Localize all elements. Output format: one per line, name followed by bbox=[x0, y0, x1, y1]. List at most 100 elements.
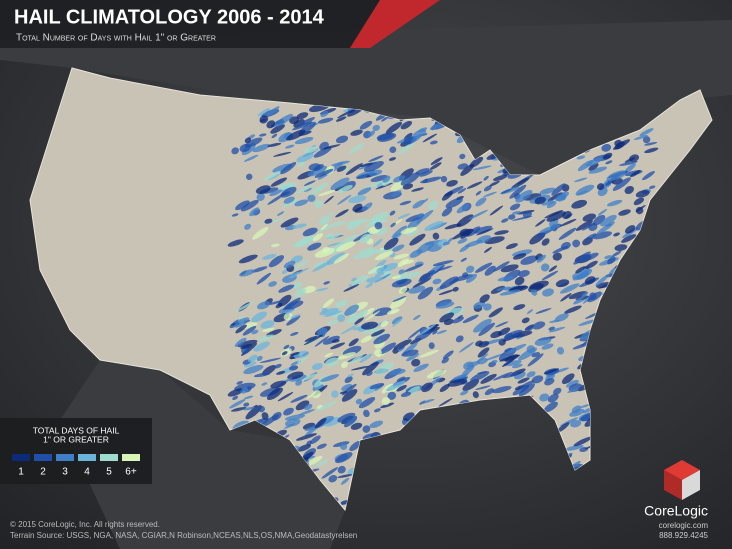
hail-patch bbox=[391, 310, 398, 314]
hail-patch bbox=[363, 253, 373, 258]
hail-patch bbox=[373, 408, 381, 413]
hail-patch bbox=[613, 232, 620, 237]
hail-patch bbox=[285, 300, 304, 310]
hail-patch bbox=[256, 193, 265, 201]
hail-patch bbox=[548, 326, 566, 333]
hail-patch bbox=[314, 247, 335, 258]
hail-patch bbox=[441, 207, 453, 217]
hail-patch bbox=[260, 320, 275, 329]
hail-patch bbox=[307, 194, 316, 202]
hail-patch bbox=[261, 414, 279, 428]
hail-patch bbox=[373, 333, 391, 345]
hail-patch bbox=[605, 160, 613, 165]
hail-patch bbox=[624, 185, 635, 195]
hail-patch bbox=[335, 452, 353, 464]
hail-patch bbox=[502, 358, 515, 367]
hail-patch bbox=[572, 239, 581, 248]
hail-patch bbox=[368, 155, 384, 162]
hail-patch bbox=[337, 352, 356, 360]
hail-patch bbox=[398, 345, 406, 351]
hail-patch bbox=[277, 392, 294, 402]
hail-patch bbox=[396, 272, 409, 281]
hail-patch bbox=[278, 284, 295, 293]
hail-patch bbox=[500, 264, 519, 273]
hail-patch bbox=[239, 143, 251, 153]
hail-patch bbox=[289, 271, 300, 279]
legend-swatch bbox=[34, 454, 52, 461]
hail-patch bbox=[355, 398, 363, 405]
legend-label: 6+ bbox=[125, 467, 137, 478]
hail-patch bbox=[345, 163, 363, 176]
hail-patch bbox=[317, 117, 334, 124]
hail-patch bbox=[422, 198, 429, 203]
hail-patch bbox=[509, 203, 521, 211]
hail-patch bbox=[321, 307, 328, 314]
hail-patch bbox=[361, 202, 373, 212]
hail-patch bbox=[273, 151, 292, 157]
hail-patch bbox=[436, 330, 447, 335]
brand-name: CoreLogic bbox=[644, 503, 708, 519]
hail-patch bbox=[534, 196, 546, 205]
hail-patch bbox=[303, 187, 312, 192]
hail-patch bbox=[496, 286, 511, 291]
hail-patch bbox=[582, 213, 597, 222]
hail-patch bbox=[296, 184, 314, 194]
hail-patch bbox=[243, 365, 264, 375]
hail-patch bbox=[285, 144, 295, 149]
hail-patch bbox=[267, 142, 282, 147]
logo bbox=[664, 460, 700, 500]
hail-patch bbox=[252, 226, 269, 240]
hail-patch bbox=[571, 199, 588, 209]
hail-patch bbox=[456, 203, 470, 214]
hail-patch bbox=[352, 203, 363, 212]
hail-patch bbox=[618, 209, 631, 216]
hail-patch bbox=[515, 189, 533, 203]
hail-patch bbox=[270, 177, 288, 187]
hail-patch bbox=[326, 233, 334, 241]
hail-patch bbox=[492, 386, 512, 394]
hail-patch bbox=[269, 189, 283, 197]
hail-patch bbox=[361, 321, 378, 330]
hail-patch bbox=[294, 287, 307, 298]
hail-patch bbox=[584, 276, 596, 285]
hail-patch bbox=[347, 222, 360, 230]
hail-patch bbox=[276, 370, 286, 375]
hail-patch bbox=[344, 415, 358, 428]
hail-patch bbox=[541, 200, 555, 206]
hail-patch bbox=[400, 121, 413, 130]
hail-patch bbox=[281, 269, 289, 274]
hail-patch bbox=[479, 294, 490, 303]
hail-patch bbox=[483, 191, 497, 198]
hail-patch bbox=[370, 175, 388, 182]
hail-patch bbox=[501, 218, 509, 223]
hail-patch bbox=[303, 180, 316, 186]
hail-patch bbox=[495, 321, 509, 328]
hail-patch bbox=[416, 209, 434, 224]
hail-patch bbox=[541, 270, 559, 281]
hail-patch bbox=[314, 459, 329, 467]
hail-patch bbox=[573, 251, 591, 265]
hail-patch bbox=[444, 223, 462, 230]
hail-patch bbox=[322, 335, 340, 345]
hail-patch bbox=[314, 418, 327, 429]
hail-patch bbox=[470, 371, 490, 382]
hail-patch bbox=[316, 287, 329, 292]
hail-patch bbox=[227, 239, 244, 247]
hail-patch bbox=[420, 398, 435, 404]
hail-patch bbox=[240, 199, 259, 212]
hail-patch bbox=[417, 324, 437, 336]
hail-patch bbox=[595, 274, 610, 286]
hail-patch bbox=[259, 357, 281, 363]
hail-patch bbox=[407, 328, 423, 340]
hail-patch bbox=[503, 329, 523, 340]
legend-label: 4 bbox=[84, 467, 90, 478]
hail-patch bbox=[509, 184, 527, 199]
hail-patch bbox=[442, 350, 454, 359]
hail-patch bbox=[544, 210, 563, 219]
hail-patch bbox=[380, 320, 389, 328]
hail-patch bbox=[296, 234, 316, 247]
hail-patch bbox=[234, 337, 247, 347]
hail-patch bbox=[625, 225, 636, 234]
hail-patch bbox=[579, 403, 591, 408]
hail-patch bbox=[363, 409, 370, 418]
